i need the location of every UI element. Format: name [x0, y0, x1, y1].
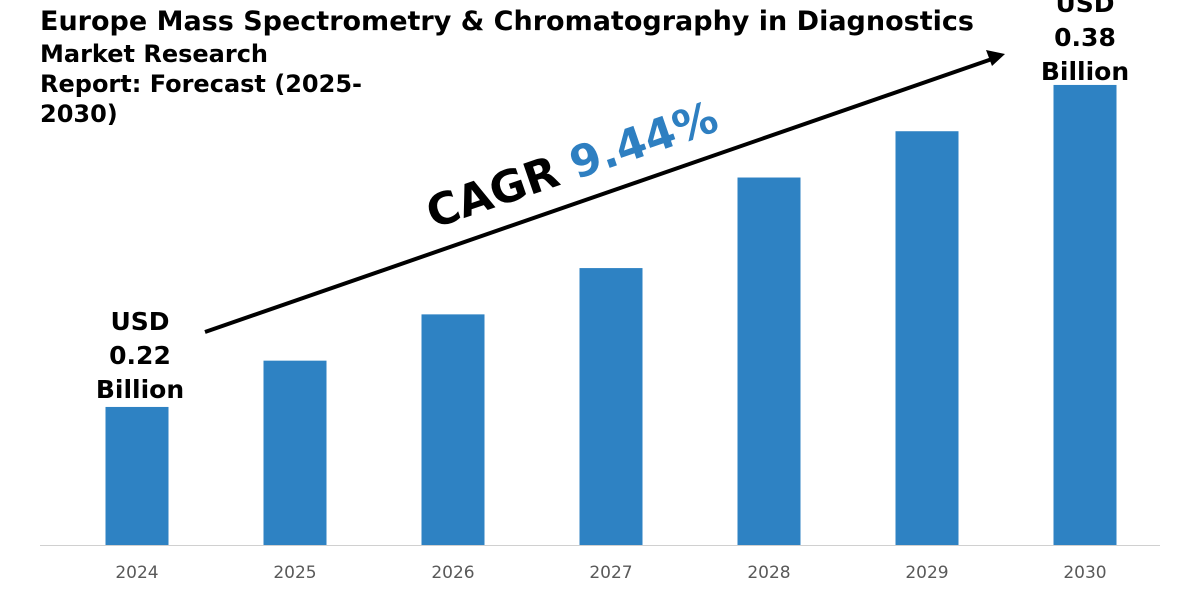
subtitle-line: Market Research Report: Forecast (2025-2… [40, 40, 362, 128]
bar-2030 [1053, 84, 1117, 545]
x-tick-label: 2024 [115, 563, 158, 583]
end-value-label: USD [1055, 0, 1114, 18]
x-tick-label: 2028 [747, 563, 790, 583]
end-value-label: 0.38 [1054, 23, 1116, 52]
trend-arrow-head [986, 50, 1005, 66]
x-tick-label: 2029 [905, 563, 948, 583]
bar-2025 [263, 360, 327, 545]
bar-2027 [579, 268, 643, 545]
x-tick-label: 2027 [589, 563, 632, 583]
end-value-label: Billion [1041, 57, 1129, 86]
chart-title: Europe Mass Spectrometry & Chromatograph… [40, 4, 974, 129]
x-tick-label: 2030 [1063, 563, 1106, 583]
title-line: Europe Mass Spectrometry & Chromatograph… [40, 6, 974, 37]
bar-2024 [105, 406, 169, 545]
start-value-label: Billion [96, 375, 184, 404]
bar-2029 [895, 131, 959, 546]
bar-2028 [737, 177, 801, 545]
start-value-label: 0.22 [109, 341, 171, 370]
bar-2026 [421, 314, 485, 545]
trend-arrow-line [204, 57, 993, 334]
start-value-label: USD [110, 307, 169, 336]
x-tick-label: 2026 [431, 563, 474, 583]
x-tick-label: 2025 [273, 563, 316, 583]
